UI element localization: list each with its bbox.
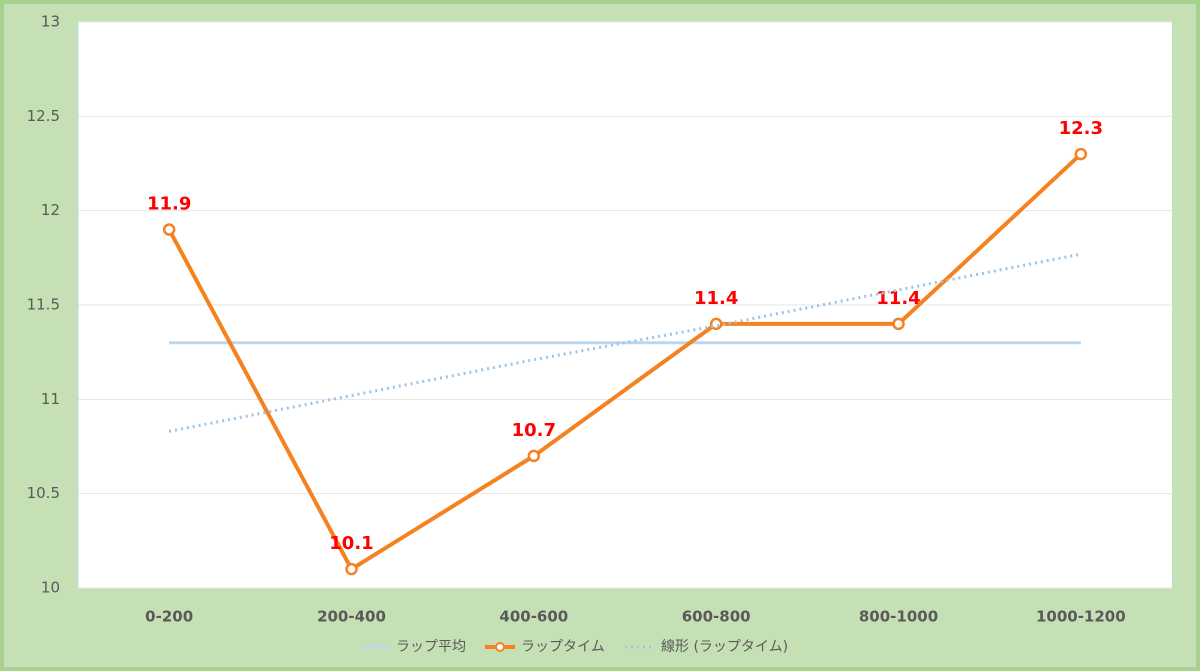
data-label: 11.4: [694, 288, 738, 309]
legend-label: 線形 (ラップタイム): [661, 639, 788, 655]
data-label: 11.9: [147, 194, 191, 215]
y-tick-label: 12: [41, 201, 60, 219]
y-tick-label: 12.5: [27, 107, 60, 125]
x-tick-label: 1000-1200: [1036, 608, 1126, 626]
marker: [1074, 147, 1088, 161]
y-tick-label: 11: [41, 390, 60, 408]
y-tick-label: 10: [41, 579, 60, 597]
data-label: 10.7: [512, 420, 556, 441]
data-label: 12.3: [1059, 118, 1103, 139]
y-tick-label: 11.5: [27, 296, 60, 314]
data-label: 11.4: [876, 288, 920, 309]
legend-marker: [495, 642, 505, 652]
legend-label: ラップタイム: [521, 639, 605, 655]
x-tick-label: 600-800: [682, 608, 751, 626]
marker: [345, 562, 358, 576]
x-tick-label: 0-200: [145, 608, 193, 626]
data-label: 10.1: [329, 533, 373, 554]
x-tick-label: 200-400: [317, 608, 386, 626]
y-tick-label: 13: [41, 13, 60, 31]
marker: [527, 449, 541, 463]
marker: [892, 317, 905, 331]
y-tick-label: 10.5: [27, 484, 60, 502]
marker: [162, 223, 176, 236]
x-tick-label: 800-1000: [859, 608, 938, 626]
x-tick-label: 400-600: [499, 608, 568, 626]
legend-label: ラップ平均: [396, 639, 466, 655]
series-line: [167, 152, 1083, 572]
